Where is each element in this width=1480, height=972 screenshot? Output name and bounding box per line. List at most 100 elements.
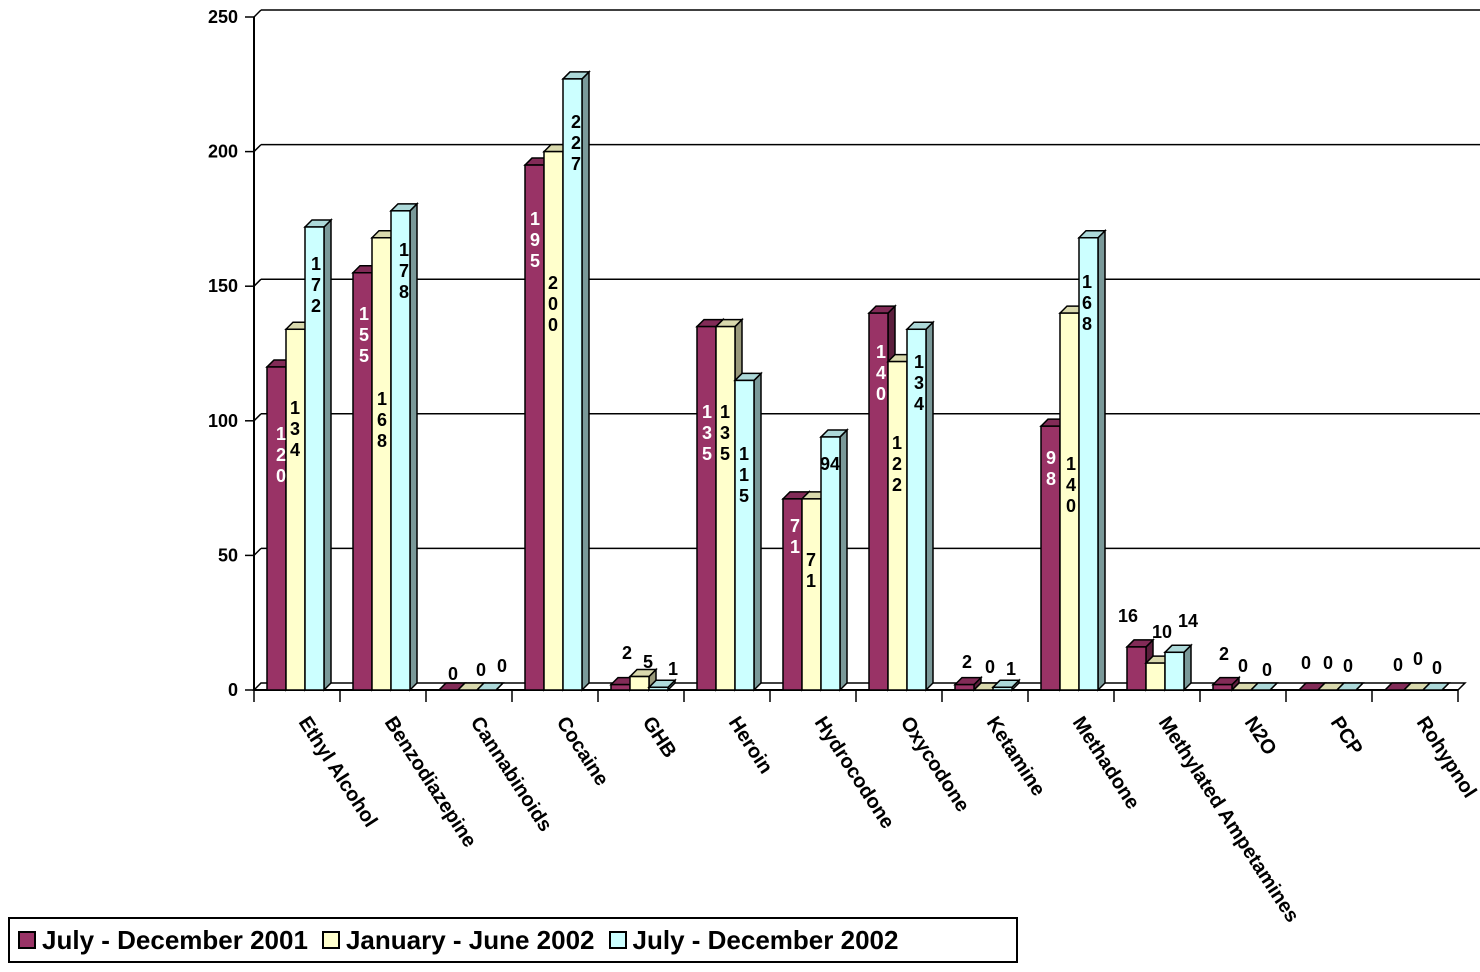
legend-swatch-series-2 — [321, 931, 340, 949]
data-label-digit: 2 — [571, 112, 581, 132]
bar — [389, 202, 419, 692]
bar-front — [285, 328, 306, 691]
data-label: 2 — [1219, 644, 1229, 664]
bar — [1077, 228, 1107, 692]
data-label-digit: 1 — [311, 254, 321, 274]
bar-top — [1249, 682, 1279, 691]
bar-side — [581, 70, 590, 692]
data-label-digit: 1 — [806, 571, 816, 591]
bar-front — [543, 150, 564, 691]
data-label-digit: 1 — [914, 352, 924, 372]
data-label-digit: 7 — [399, 261, 409, 281]
data-label-digit: 7 — [806, 550, 816, 570]
data-label-digit: 5 — [739, 486, 749, 506]
data-label: 1 — [668, 659, 678, 679]
bar-front — [648, 686, 669, 691]
legend-item-series-2: January - June 2002 — [321, 925, 595, 956]
data-label-digit: 2 — [892, 454, 902, 474]
bar-front — [629, 675, 650, 691]
bar-front — [1212, 683, 1233, 691]
data-label-digit: 8 — [1046, 469, 1056, 489]
bar-top — [475, 682, 505, 691]
data-label: 0 — [497, 656, 507, 676]
y-tick-label: 0 — [228, 680, 238, 700]
bar — [1249, 682, 1279, 691]
data-labels: 1 2 01 3 41 7 2 1 5 51 6 81 7 80 0 01 9 52 0 02 2 72 5 11 3 51 3 5 1… — [276, 112, 1442, 684]
bar-front — [371, 236, 392, 691]
bar — [905, 320, 935, 692]
bar — [953, 675, 983, 692]
data-label: 14 — [1178, 611, 1198, 631]
category-label: GHB — [638, 713, 681, 762]
bar-front — [390, 210, 411, 691]
data-label: 0 — [1238, 656, 1248, 676]
data-label-digit: 5 — [720, 444, 730, 464]
bar-front — [1145, 662, 1166, 691]
category-labels: Ethyl AlcoholBenzodiazepineCannabinoidsC… — [294, 713, 1480, 927]
data-label-digit: 1 — [739, 465, 749, 485]
data-label-digit: 7 — [790, 516, 800, 536]
gridline-diagonal — [253, 9, 262, 18]
y-tick-label: 50 — [218, 545, 238, 565]
bar — [733, 371, 763, 692]
legend-item-series-1: July - December 2001 — [18, 925, 308, 956]
category-label: Methadone — [1068, 713, 1144, 814]
data-label-digit: 9 — [530, 230, 540, 250]
category-label: PCP — [1326, 713, 1367, 759]
bar-side — [839, 428, 848, 692]
data-label-digit: 2 — [276, 445, 286, 465]
data-label-digit: 8 — [1082, 314, 1092, 334]
gridlines — [253, 9, 1480, 556]
bar — [1211, 675, 1241, 692]
data-label-digit: 4 — [876, 363, 886, 383]
bar-front — [820, 436, 841, 691]
data-label-digit: 1 — [739, 444, 749, 464]
data-label-digit: 4 — [914, 394, 924, 414]
data-label-digit: 5 — [359, 325, 369, 345]
data-label: 0 — [1301, 653, 1311, 673]
bar-front — [562, 78, 583, 691]
y-tick-label: 100 — [208, 411, 238, 431]
data-label-digit: 1 — [359, 304, 369, 324]
gridline-diagonal — [253, 413, 262, 422]
data-label-digit: 5 — [702, 444, 712, 464]
bar — [1335, 682, 1365, 691]
bar-front — [1078, 236, 1099, 691]
data-label: 0 — [1393, 655, 1403, 675]
category-label: Cannabinoids — [466, 713, 556, 836]
data-label-digit: 5 — [359, 346, 369, 366]
data-label-digit: 0 — [1066, 496, 1076, 516]
bar — [1421, 682, 1451, 691]
bar — [561, 70, 591, 692]
bar-front — [906, 328, 927, 691]
floor-plane — [252, 682, 1467, 691]
data-label: 0 — [448, 664, 458, 684]
data-label-digit: 2 — [548, 273, 558, 293]
bar-top — [1335, 682, 1365, 691]
bar-side — [323, 218, 332, 692]
data-label-digit: 6 — [377, 410, 387, 430]
bar — [628, 667, 658, 692]
data-label-digit: 9 — [1046, 448, 1056, 468]
data-label: 0 — [1413, 649, 1423, 669]
legend-swatch-series-1 — [18, 931, 36, 949]
data-label-digit: 4 — [290, 440, 300, 460]
data-label-digit: 0 — [276, 466, 286, 486]
data-label: 0 — [1343, 656, 1353, 676]
data-label-digit: 3 — [914, 373, 924, 393]
data-label-digit: 3 — [290, 419, 300, 439]
y-tick-label: 200 — [208, 142, 238, 162]
